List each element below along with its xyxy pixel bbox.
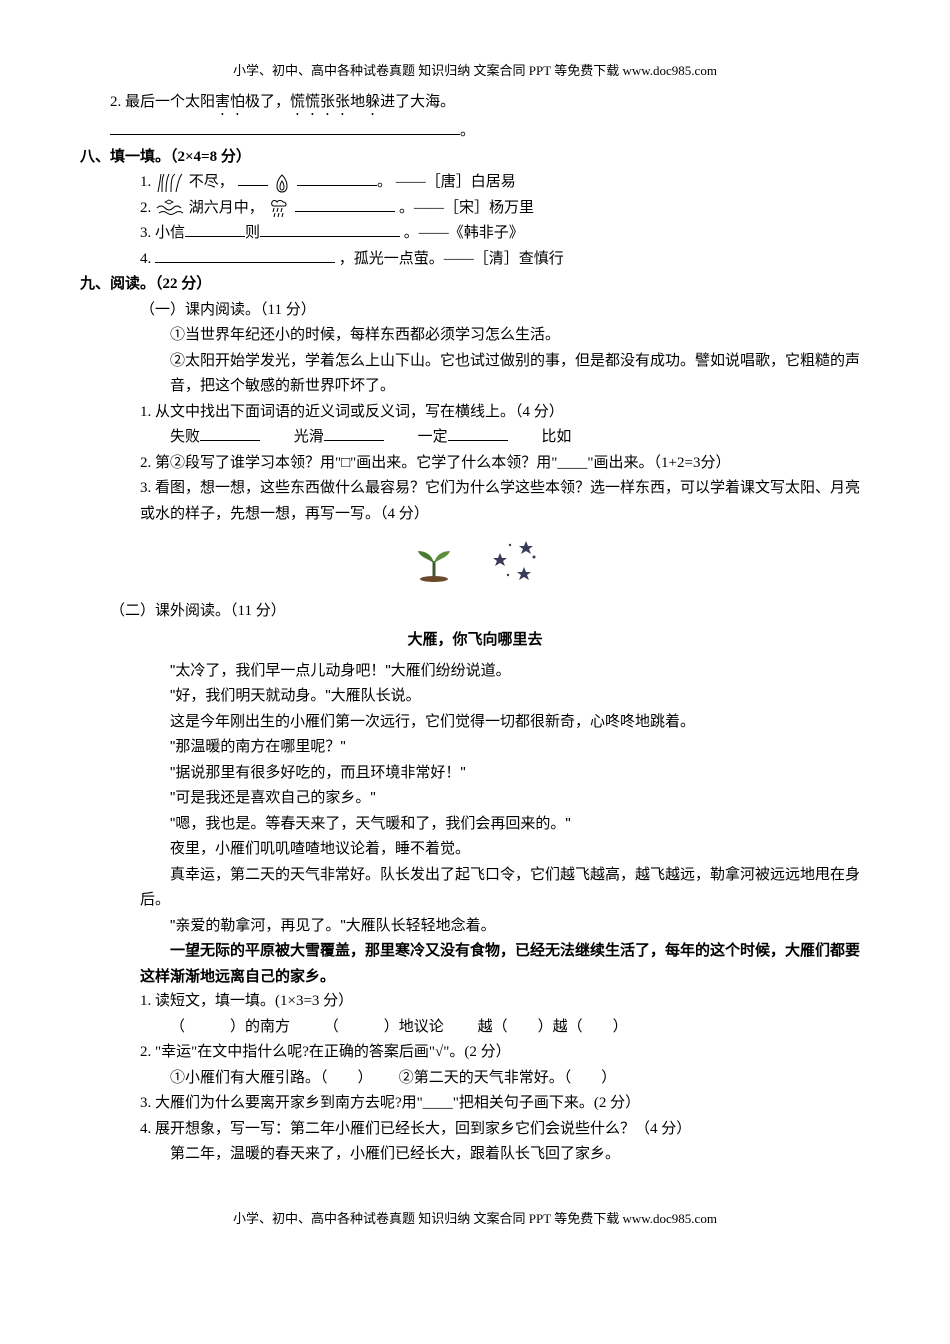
s9-para2: ②太阳开始学发光，学着怎么上山下山。它也试过做别的事，但是都没有成功。譬如说唱歌…: [80, 349, 870, 400]
rain-icon: [268, 198, 292, 218]
fire-icon: [271, 173, 293, 193]
s9-rq3: 3. 大雁们为什么要离开家乡到南方去呢?用"____"把相关句子画下来。(2 分…: [80, 1091, 870, 1117]
story-p: "据说那里有很多好吃的，而且环境非常好！": [140, 760, 870, 786]
q2-t1: 最后一个太阳: [125, 94, 215, 110]
q2-after: 进了大海。: [380, 94, 455, 110]
story-p: "可是我还是喜欢自己的家乡。": [140, 785, 870, 811]
q2-num: 2.: [110, 94, 121, 110]
section-9-title: 九、阅读。（22 分）: [80, 272, 870, 298]
story-p: "好，我们明天就动身。"大雁队长说。: [140, 683, 870, 709]
syn-d: 比如: [541, 429, 571, 445]
story-p: "太冷了，我们早一点儿动身吧！"大雁们纷纷说道。: [140, 658, 870, 684]
q2-dot1: 害怕: [215, 94, 245, 110]
grass-icon: [155, 172, 185, 194]
s9-p2-title: （二）课外阅读。（11 分）: [80, 599, 870, 625]
page-footer: 小学、初中、高中各种试卷真题 知识归纳 文案合同 PPT 等免费下载 www.d…: [80, 1208, 870, 1230]
s8-l1-num: 1.: [140, 174, 155, 190]
s9-q2-text: 2. 第②段写了谁学习本领？用"□"画出来。它学了什么本领？用"____"画出来…: [140, 455, 730, 471]
q2-line: 2. 最后一个太阳害怕极了，慌慌张张地躲进了大海。: [80, 90, 870, 119]
s9-para2-text: ②太阳开始学发光，学着怎么上山下山。它也试过做别的事，但是都没有成功。譬如说唱歌…: [170, 349, 870, 400]
s8-l1-sep: ——［唐］白居易: [396, 174, 516, 190]
blank[interactable]: [295, 196, 395, 212]
story-p: 夜里，小雁们叽叽喳喳地议论着，睡不着觉。: [140, 836, 870, 862]
s9-rq2: 2. "幸运"在文中指什么呢?在正确的答案后画"√"。(2 分）: [80, 1040, 870, 1066]
blank[interactable]: [448, 425, 508, 441]
story-title: 大雁，你飞向哪里去: [80, 628, 870, 654]
q2-dot3: 躲: [365, 94, 380, 110]
blank[interactable]: [260, 221, 400, 237]
s9-rq1: 1. 读短文，填一填。(1×3=3 分）: [80, 989, 870, 1015]
story-p: 真幸运，第二天的天气非常好。队长发出了起飞口令，它们越飞越高，越飞越远，勒拿河被…: [140, 862, 870, 913]
fill-b[interactable]: （ ）地议论: [324, 1019, 444, 1035]
syn-b: 光滑: [294, 429, 324, 445]
seedling-icon: [410, 537, 458, 585]
s8-l3-num: 3. 小信: [140, 225, 185, 241]
s9-para1: ①当世界年纪还小的时候，每样东西都必须学习怎么生活。: [80, 323, 870, 349]
s9-rq4-lead: 第二年，温暖的春天来了，小雁们已经长大，跟着队长飞回了家乡。: [80, 1142, 870, 1168]
s9-q1: 1. 从文中找出下面词语的近义词或反义词，写在横线上。（4 分）: [80, 400, 870, 426]
story-body: "太冷了，我们早一点儿动身吧！"大雁们纷纷说道。 "好，我们明天就动身。"大雁队…: [80, 658, 870, 990]
q2-mid2: 地: [350, 94, 365, 110]
rq2-a[interactable]: ①小雁们有大雁引路。（ ）: [170, 1070, 365, 1086]
s9-rq2-opts: ①小雁们有大雁引路。（ ） ②第二天的天气非常好。（ ）: [80, 1066, 870, 1092]
story-p: "嗯，我也是。等春天来了，天气暖和了，我们会再回来的。": [140, 811, 870, 837]
story-p-bold: 一望无际的平原被大雪覆盖，那里寒冷又没有食物，已经无法继续生活了，每年的这个时候…: [140, 938, 870, 989]
q2-dot2: 慌慌张张: [290, 94, 350, 110]
blank[interactable]: [200, 425, 260, 441]
story-p: "亲爱的勒拿河，再见了。"大雁队长轻轻地念着。: [140, 913, 870, 939]
s9-syn-row: 失败 光滑 一定 比如: [80, 425, 870, 451]
answer-blank[interactable]: [110, 119, 460, 135]
blank[interactable]: [155, 247, 335, 263]
stars-icon: [486, 537, 540, 585]
page-header: 小学、初中、高中各种试卷真题 知识归纳 文案合同 PPT 等免费下载 www.d…: [80, 60, 870, 82]
s8-line1: 1. 不尽， 。 ——［唐］白居易: [80, 170, 870, 196]
fill-c[interactable]: 越（ ）越（ ）: [478, 1019, 628, 1035]
section-8-title: 八、填一填。（2×4=8 分）: [80, 145, 870, 171]
s9-q2: 2. 第②段写了谁学习本领？用"□"画出来。它学了什么本领？用"____"画出来…: [110, 451, 870, 477]
blank[interactable]: [324, 425, 384, 441]
story-p: "那温暖的南方在哪里呢？": [140, 734, 870, 760]
s8-l2-sep: 。——［宋］杨万里: [399, 200, 534, 216]
syn-c: 一定: [418, 429, 448, 445]
blank[interactable]: [297, 170, 377, 186]
s8-line4: 4. ，孤光一点萤。——［清］查慎行: [80, 247, 870, 273]
s9-rq1-fill: （ ）的南方 （ ）地议论 越（ ）越（ ）: [80, 1015, 870, 1041]
s8-l1-a: 不尽，: [189, 174, 234, 190]
blank[interactable]: [238, 170, 268, 186]
s9-rq4: 4. 展开想象，写一写：第二年小雁们已经长大，回到家乡它们会说些什么？（4 分）: [80, 1117, 870, 1143]
syn-a: 失败: [170, 429, 200, 445]
s8-l3-sep: 。——《韩非子》: [404, 225, 524, 241]
q2-answer-line: 。: [80, 119, 870, 145]
s9-p1-title: （一）课内阅读。（11 分）: [80, 298, 870, 324]
fill-a[interactable]: （ ）的南方: [170, 1019, 290, 1035]
s9-q3: 3. 看图，想一想，这些东西做什么最容易？它们为什么学这些本领？选一样东西，可以…: [80, 476, 870, 527]
blank[interactable]: [185, 221, 245, 237]
lake-icon: [155, 198, 185, 218]
s8-line3: 3. 小信 则 。——《韩非子》: [80, 221, 870, 247]
rq2-b[interactable]: ②第二天的天气非常好。（ ）: [399, 1070, 617, 1086]
image-row: [80, 537, 870, 595]
s8-l2-a: 湖六月中，: [189, 200, 264, 216]
s8-line2: 2. 湖六月中， 。——［宋］杨万里: [80, 196, 870, 222]
s8-l2-num: 2.: [140, 200, 155, 216]
s8-l3-mid: 则: [245, 225, 260, 241]
story-p: 这是今年刚出生的小雁们第一次远行，它们觉得一切都很新奇，心咚咚地跳着。: [140, 709, 870, 735]
q2-period: 。: [460, 123, 475, 139]
s8-l4-num: 4.: [140, 251, 155, 267]
q2-mid1: 极了，: [245, 94, 290, 110]
s8-l4-after: ，孤光一点萤。——［清］查慎行: [339, 251, 564, 267]
